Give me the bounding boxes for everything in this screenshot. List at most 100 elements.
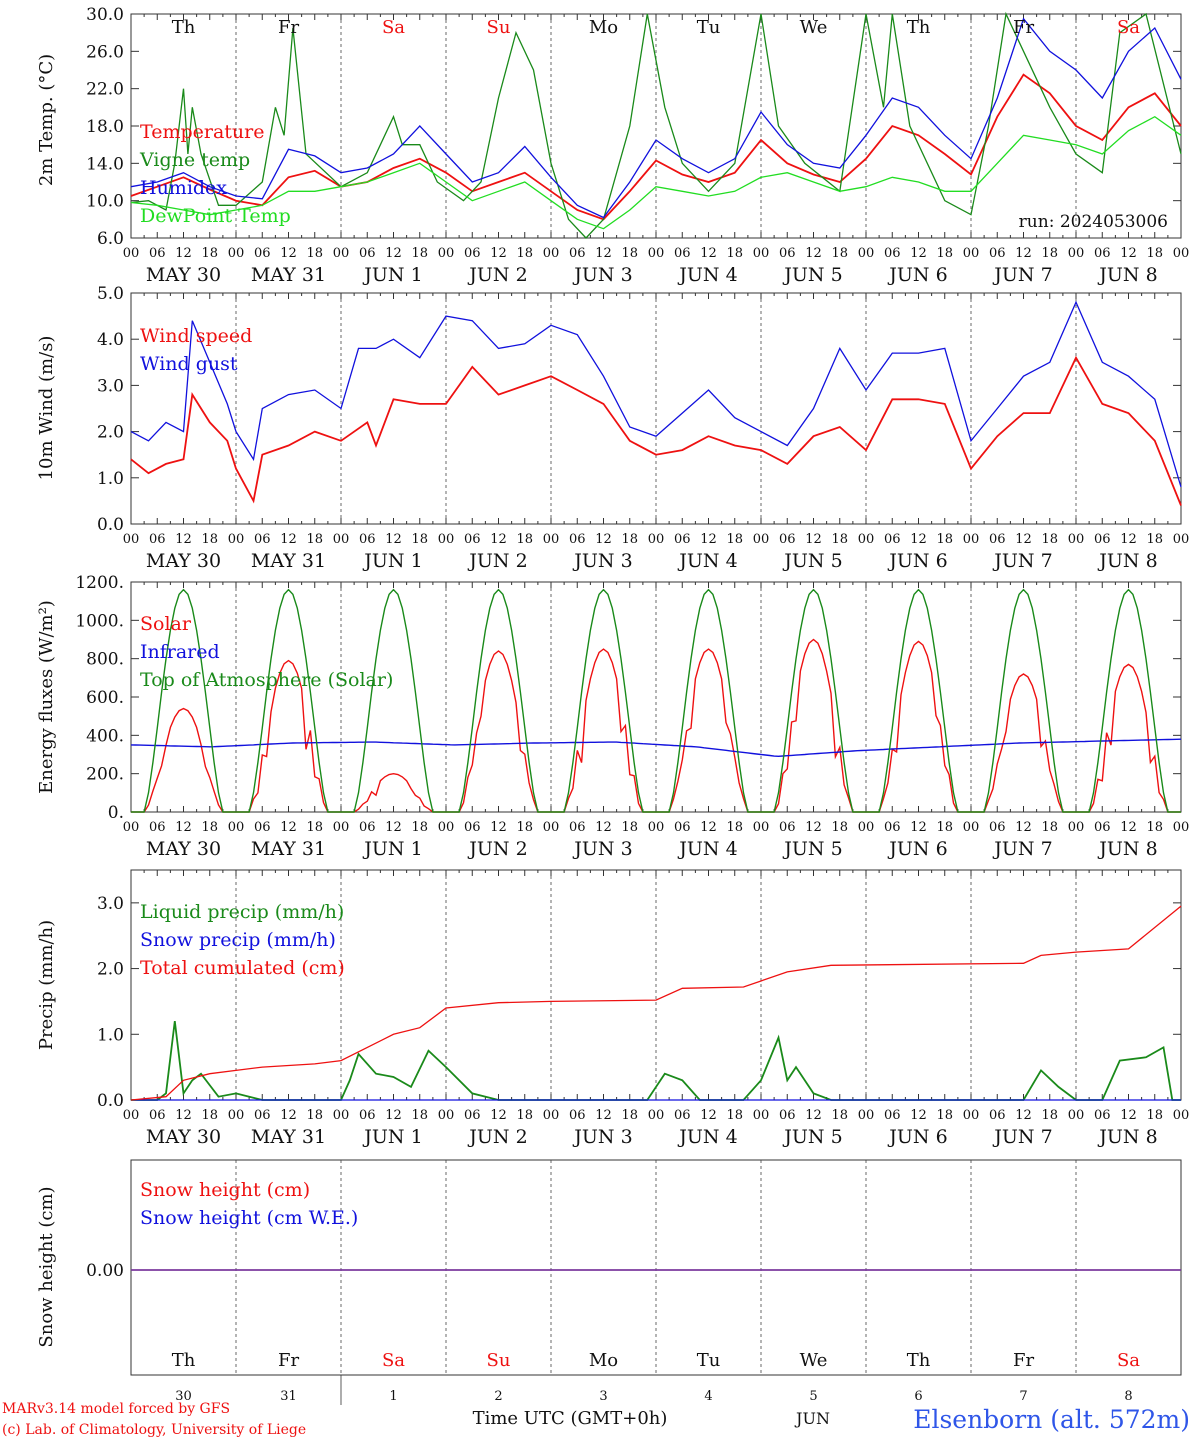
hour-tick-label: 00	[1068, 532, 1085, 547]
hour-tick-label: 18	[936, 246, 953, 261]
panel-3: 0. 200. 400. 600. 800. 1000. 1200. Energy fluxe…	[36, 573, 1189, 860]
hour-tick-label: 06	[149, 246, 166, 261]
date-label: JUN 3	[572, 264, 632, 286]
hour-tick-label: 06	[674, 532, 691, 547]
weekday-label: Th	[907, 17, 931, 38]
hour-tick-label: 06	[254, 532, 271, 547]
hour-tick-label: 00	[648, 820, 665, 835]
date-label: JUN 8	[1097, 1126, 1157, 1148]
hour-tick-label: 18	[621, 820, 638, 835]
weekday-label: Sa	[1117, 17, 1140, 38]
y-axis-title: Snow height (cm)	[36, 1186, 57, 1347]
hour-tick-label: 18	[1146, 1108, 1163, 1123]
hour-tick-label: 06	[359, 1108, 376, 1123]
hour-tick-label: 12	[805, 532, 822, 547]
hour-tick-label: 00	[333, 246, 350, 261]
hour-tick-label: 12	[280, 532, 297, 547]
hour-tick-label: 00	[753, 532, 770, 547]
date-label: JUN 4	[677, 550, 737, 572]
hour-tick-label: 06	[149, 1108, 166, 1123]
panel-2: 0.0 1.0 2.0 3.0 4.0 5.0 10m Wind (m/s) 00 06 12 18…	[36, 284, 1189, 572]
hour-tick-label: 12	[805, 1108, 822, 1123]
hour-tick-label: 06	[464, 246, 481, 261]
day-number-label: 6	[914, 1389, 922, 1404]
hour-tick-label: 00	[228, 246, 245, 261]
hour-tick-label: 00	[438, 1108, 455, 1123]
y-tick-label: 1000.	[75, 611, 124, 631]
y-axis-title: Precip (mm/h)	[36, 920, 57, 1050]
hour-tick-label: 18	[516, 532, 533, 547]
date-label: JUN 7	[992, 550, 1052, 572]
weekday-label: Fr	[1013, 1350, 1034, 1371]
hour-tick-label: 00	[1173, 820, 1190, 835]
hour-tick-label: 12	[910, 246, 927, 261]
y-tick-label: 1200.	[75, 573, 124, 593]
y-tick-label: 0.	[108, 803, 124, 823]
hour-tick-label: 12	[490, 820, 507, 835]
hour-tick-label: 12	[175, 246, 192, 261]
date-label: JUN 7	[992, 838, 1052, 860]
hour-tick-label: 12	[385, 532, 402, 547]
hour-tick-label: 06	[989, 246, 1006, 261]
hour-tick-label: 12	[595, 246, 612, 261]
hour-tick-label: 18	[831, 246, 848, 261]
legend-item: Wind gust	[140, 353, 238, 375]
hour-tick-label: 00	[1068, 820, 1085, 835]
hour-tick-label: 18	[726, 246, 743, 261]
day-number-label: 7	[1019, 1389, 1027, 1404]
hour-tick-label: 12	[490, 1108, 507, 1123]
weekday-label: We	[800, 17, 828, 38]
weekday-label: Mo	[589, 17, 618, 38]
hour-tick-label: 00	[438, 532, 455, 547]
date-label: JUN 7	[992, 1126, 1052, 1148]
date-label: JUN 8	[1097, 264, 1157, 286]
hour-tick-label: 00	[753, 246, 770, 261]
day-number-label: 5	[809, 1389, 817, 1404]
y-tick-label: 3.0	[97, 894, 124, 914]
hour-tick-label: 18	[306, 1108, 323, 1123]
day-number-label: 2	[494, 1389, 502, 1404]
hour-tick-label: 00	[438, 246, 455, 261]
legend-item: Top of Atmosphere (Solar)	[140, 669, 393, 691]
hour-tick-label: 12	[700, 532, 717, 547]
hour-tick-label: 12	[175, 1108, 192, 1123]
weekday-label: Sa	[1117, 1350, 1140, 1371]
y-tick-label: 1.0	[97, 1025, 124, 1045]
date-label: MAY 31	[251, 550, 326, 572]
hour-tick-label: 06	[464, 820, 481, 835]
hour-tick-label: 00	[963, 1108, 980, 1123]
y-tick-label: 0.0	[97, 1091, 124, 1111]
hour-tick-label: 06	[989, 820, 1006, 835]
panel-1: 6.0 10.0 14.0 18.0 22.0 26.0 30.0 2m Temp. (°C)…	[36, 5, 1189, 286]
legend-item: Infrared	[140, 641, 220, 663]
date-label: MAY 31	[251, 264, 326, 286]
hour-tick-label: 00	[648, 532, 665, 547]
hour-tick-label: 06	[254, 246, 271, 261]
hour-tick-label: 12	[385, 1108, 402, 1123]
station-label: Elsenborn (alt. 572m)	[913, 1405, 1190, 1434]
hour-tick-label: 06	[1094, 532, 1111, 547]
hour-tick-label: 12	[1120, 1108, 1137, 1123]
hour-tick-label: 06	[884, 1108, 901, 1123]
hour-tick-label: 18	[516, 1108, 533, 1123]
date-label: MAY 31	[251, 1126, 326, 1148]
hour-tick-label: 06	[884, 532, 901, 547]
hour-tick-label: 06	[674, 246, 691, 261]
hour-tick-label: 00	[648, 1108, 665, 1123]
hour-tick-label: 18	[411, 820, 428, 835]
hour-tick-label: 18	[621, 246, 638, 261]
date-label: JUN 4	[677, 264, 737, 286]
hour-tick-label: 06	[254, 1108, 271, 1123]
y-tick-label: 30.0	[86, 5, 124, 25]
hour-tick-label: 00	[228, 532, 245, 547]
y-tick-label: 6.0	[97, 229, 124, 249]
series-line-wind-speed	[130, 355, 1182, 506]
hour-tick-label: 06	[674, 1108, 691, 1123]
date-label: MAY 31	[251, 838, 326, 860]
xaxis-title: Time UTC (GMT+0h)	[473, 1408, 668, 1429]
hour-tick-label: 00	[333, 532, 350, 547]
legend-item: Solar	[140, 613, 192, 635]
day-number-label: 31	[280, 1389, 297, 1404]
date-label: JUN 3	[572, 550, 632, 572]
